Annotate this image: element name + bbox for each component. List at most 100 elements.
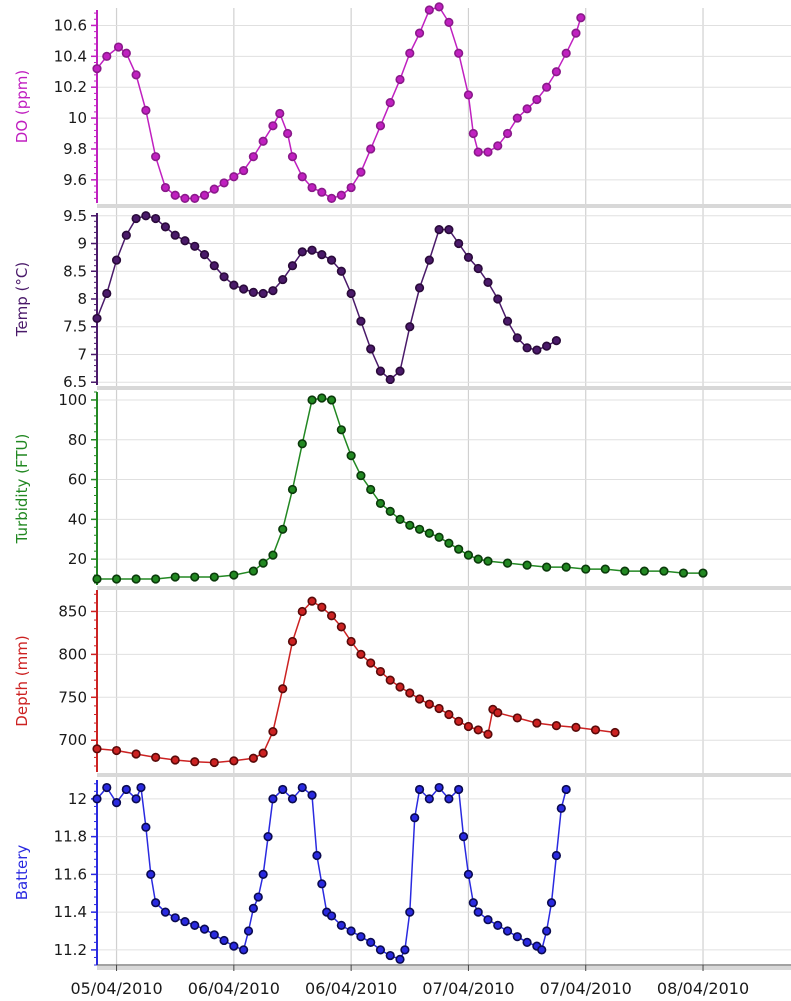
data-point xyxy=(610,727,620,738)
data-point xyxy=(473,725,483,735)
y-tick-label: 7.5 xyxy=(63,318,87,336)
data-point xyxy=(141,822,151,832)
data-point xyxy=(229,756,239,766)
data-point xyxy=(248,753,258,763)
data-point xyxy=(493,294,503,304)
data-point xyxy=(268,121,278,131)
data-point xyxy=(219,272,229,282)
panel-temp: 6.5 7 7.5 8 8.5 9 9.5 Temp (°C) xyxy=(13,207,791,391)
data-point xyxy=(385,374,395,385)
data-point xyxy=(102,51,112,61)
data-point xyxy=(141,211,151,221)
data-point xyxy=(170,755,180,765)
y-tick-label: 850 xyxy=(58,602,87,620)
series-markers xyxy=(92,211,562,385)
data-point xyxy=(307,182,317,193)
data-point xyxy=(468,898,478,908)
data-point xyxy=(113,42,124,52)
data-point xyxy=(522,104,532,114)
data-point xyxy=(336,425,346,435)
y-tick-label: 700 xyxy=(58,731,87,749)
data-point xyxy=(190,193,200,203)
data-point xyxy=(385,506,395,516)
data-point xyxy=(317,250,327,260)
data-point xyxy=(493,708,503,718)
data-point xyxy=(542,562,552,572)
data-point xyxy=(275,108,285,119)
data-point xyxy=(248,152,258,162)
series-markers xyxy=(92,393,708,584)
data-point xyxy=(546,898,557,908)
data-point xyxy=(473,907,483,917)
data-point xyxy=(278,274,288,285)
data-point xyxy=(444,538,454,548)
data-point xyxy=(366,937,376,947)
data-point xyxy=(336,266,346,276)
y-tick-label: 7 xyxy=(77,345,87,363)
data-point xyxy=(297,782,307,793)
data-point xyxy=(146,869,156,879)
data-point xyxy=(102,288,112,299)
data-point xyxy=(219,935,229,946)
series-markers xyxy=(92,2,586,203)
data-point xyxy=(424,5,434,15)
data-point xyxy=(678,568,689,578)
data-point xyxy=(522,560,532,570)
y-tick-label: 11.8 xyxy=(54,828,87,846)
data-point xyxy=(561,562,571,572)
data-point xyxy=(395,514,405,524)
data-point xyxy=(395,682,405,692)
data-point xyxy=(307,395,317,405)
data-point xyxy=(263,832,273,842)
data-point xyxy=(160,182,171,193)
data-point xyxy=(468,128,478,139)
data-point xyxy=(199,190,210,200)
data-point xyxy=(170,913,180,923)
data-point xyxy=(434,532,444,542)
data-point xyxy=(121,784,131,795)
data-point xyxy=(375,121,386,131)
data-point xyxy=(551,850,562,861)
data-point xyxy=(229,570,239,580)
data-point xyxy=(542,82,552,92)
data-point xyxy=(111,255,122,265)
data-point xyxy=(473,147,483,157)
data-point xyxy=(258,748,268,758)
data-point xyxy=(180,236,190,246)
data-point xyxy=(493,920,503,930)
data-point xyxy=(463,90,474,100)
data-point xyxy=(551,67,562,77)
data-point xyxy=(414,28,425,38)
data-point xyxy=(278,784,288,795)
y-tick-label: 9 xyxy=(77,235,87,253)
data-point xyxy=(576,13,586,23)
data-point xyxy=(551,721,562,731)
data-point xyxy=(190,572,200,582)
data-point xyxy=(297,439,307,449)
data-point xyxy=(317,187,327,197)
data-point xyxy=(287,152,298,162)
data-point xyxy=(444,225,454,235)
data-point xyxy=(297,247,307,257)
data-point xyxy=(414,784,425,795)
series-markers xyxy=(92,596,620,768)
data-point xyxy=(463,721,474,732)
data-point xyxy=(556,803,566,813)
data-point xyxy=(136,782,146,793)
data-point xyxy=(287,794,298,804)
y-tick-label: 9.6 xyxy=(63,171,87,189)
data-point xyxy=(356,932,366,942)
data-point xyxy=(639,566,649,576)
y-tick-label: 10.6 xyxy=(54,16,87,34)
data-point xyxy=(463,869,474,879)
data-point xyxy=(170,190,180,200)
y-tick-label: 100 xyxy=(58,391,87,409)
data-point xyxy=(414,283,425,293)
data-point xyxy=(92,313,102,324)
data-point xyxy=(620,566,630,576)
data-point xyxy=(537,945,547,955)
data-point xyxy=(209,572,219,582)
data-point xyxy=(454,544,464,554)
data-point xyxy=(502,558,513,568)
y-tick-label: 6.5 xyxy=(63,373,87,391)
